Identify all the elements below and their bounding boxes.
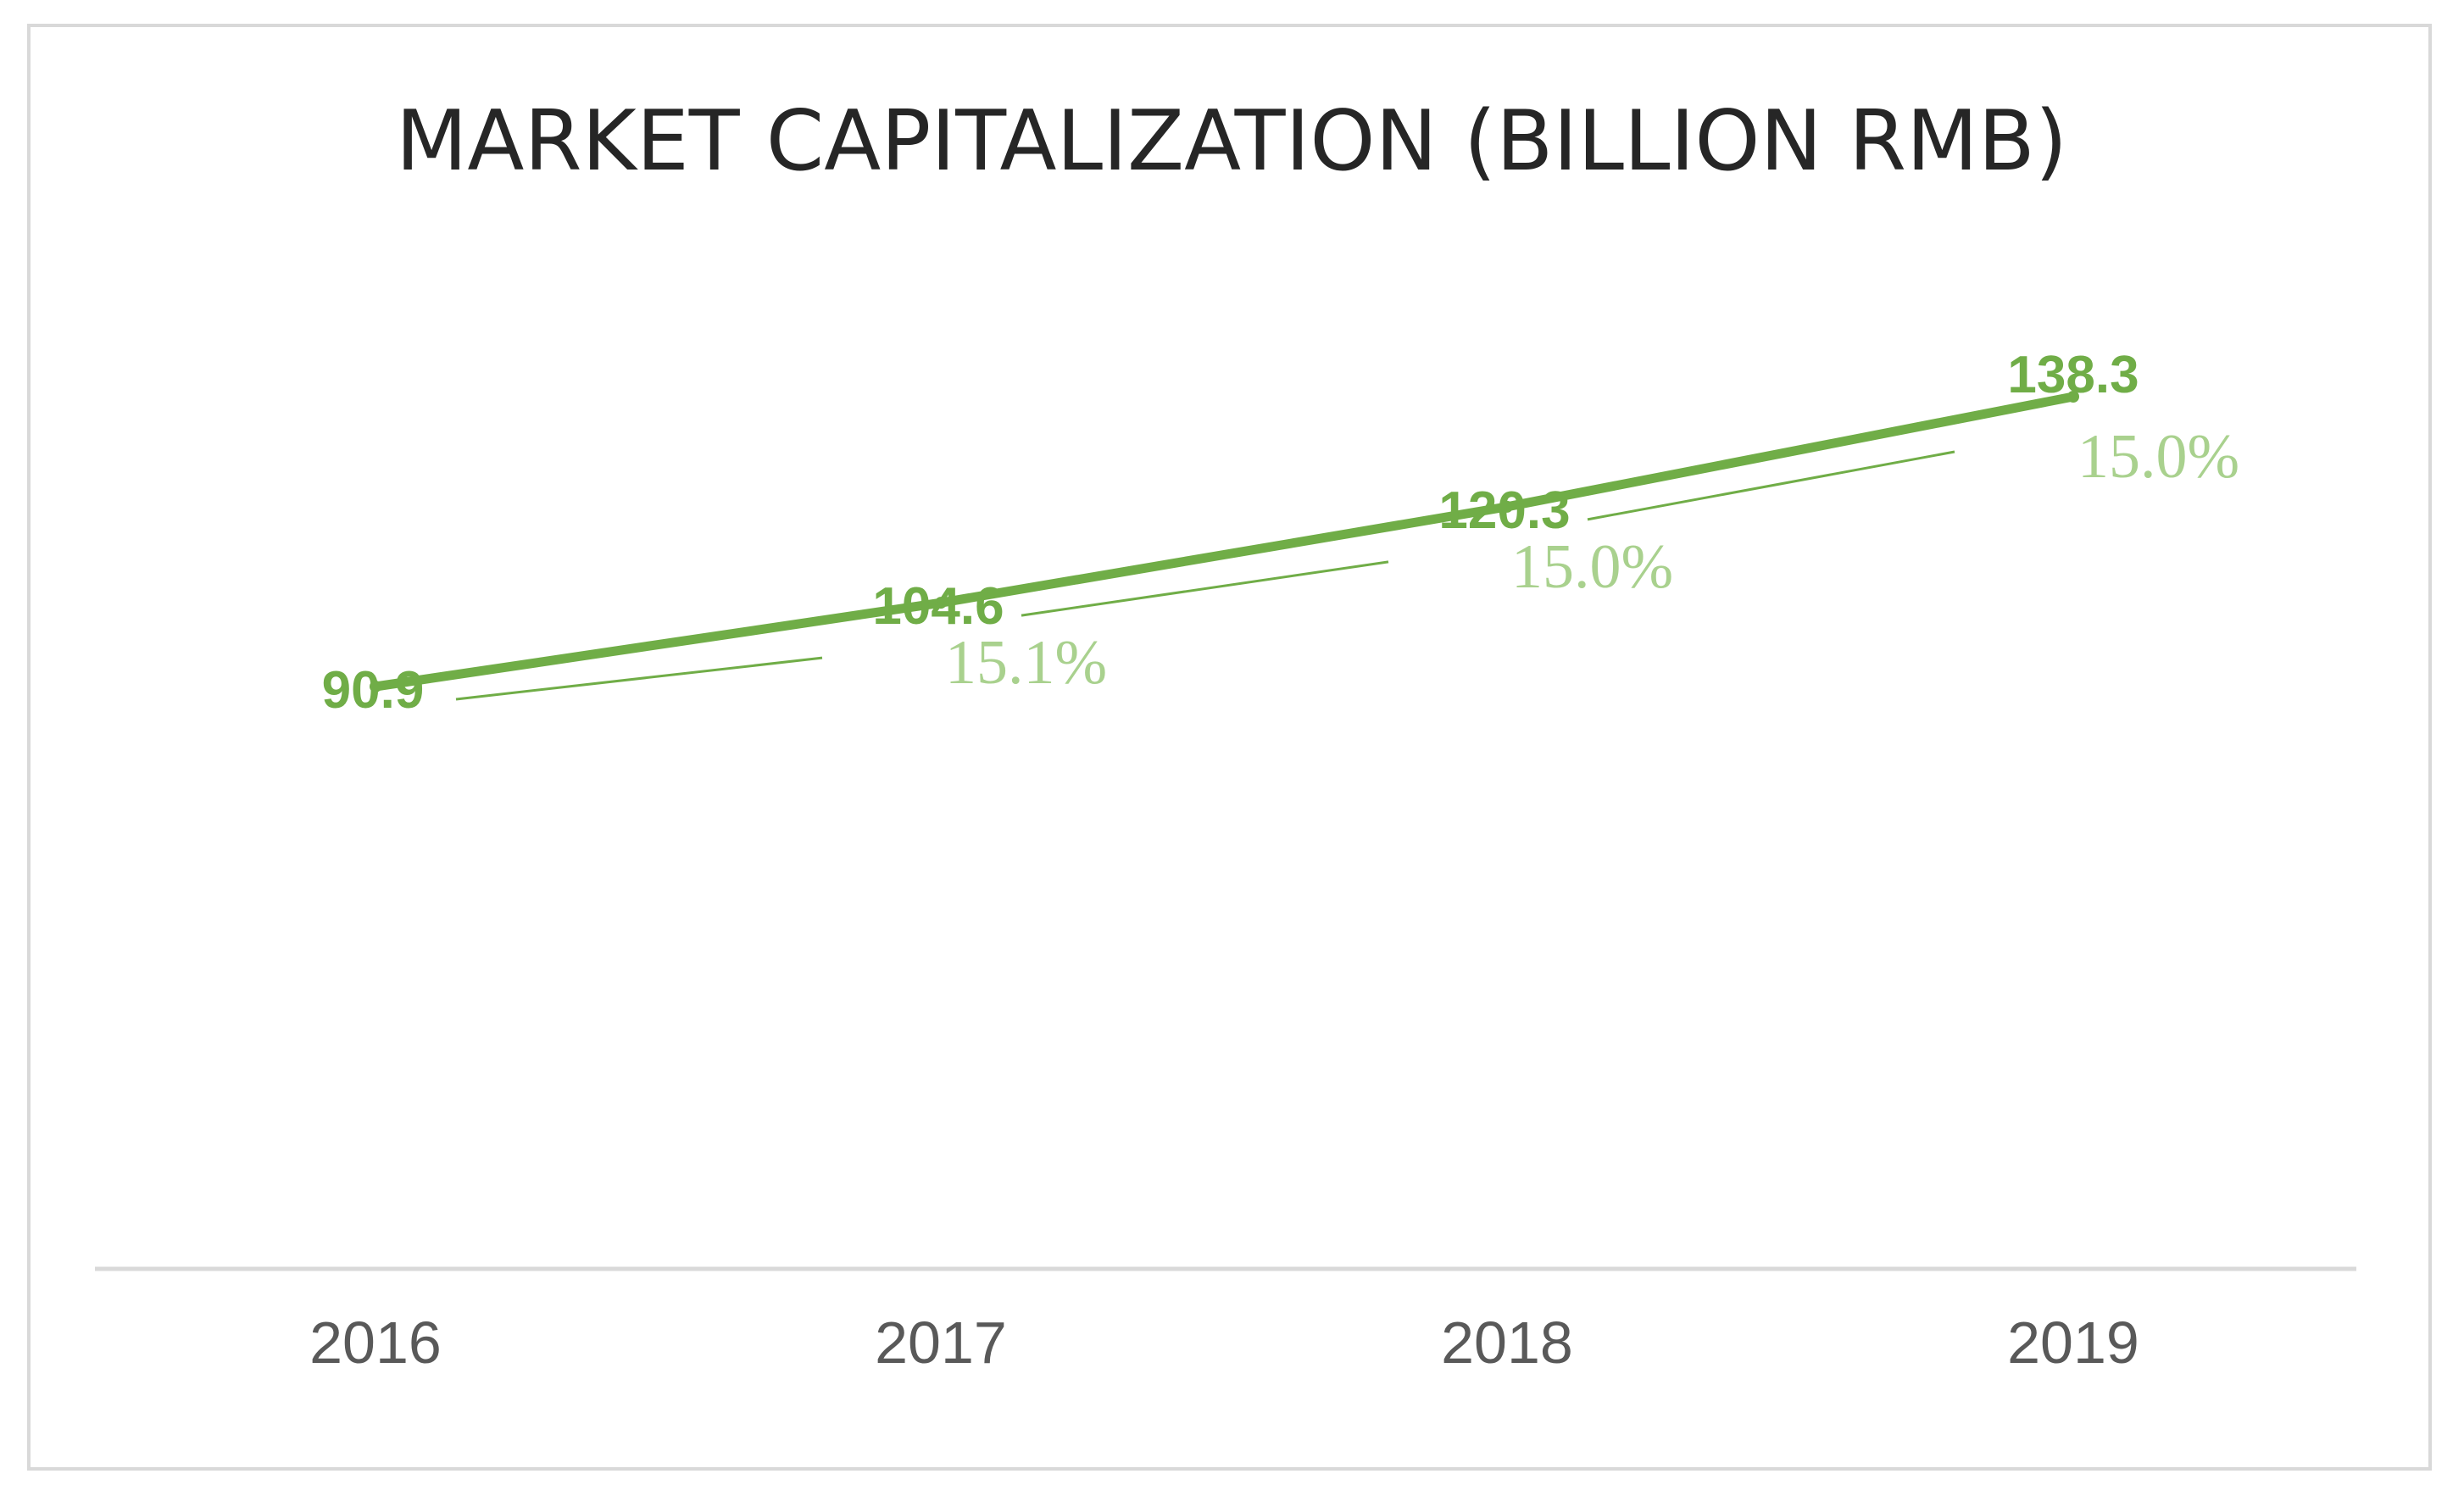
value-label-2019: 138.3	[2007, 346, 2139, 404]
value-label-2018: 120.3	[1438, 481, 1570, 540]
series-line-market-cap	[370, 392, 2078, 692]
data-labels: 90.9 104.6 120.3 138.3	[322, 346, 2139, 720]
growth-connector-1	[455, 656, 823, 701]
x-tick-label-2019: 2019	[2007, 1310, 2139, 1376]
data-point-2018	[1501, 500, 1513, 513]
growth-label-2: 15.0%	[1511, 532, 1673, 602]
value-label-2016: 90.9	[322, 661, 425, 720]
x-tick-label-2018: 2018	[1441, 1310, 1573, 1376]
growth-connector-3	[1587, 450, 1955, 521]
growth-label-1: 15.1%	[945, 628, 1107, 698]
chart-title: MARKET CAPITALIZATION (BILLION RMB)	[396, 93, 2067, 190]
chart-frame	[27, 24, 2432, 1471]
value-label-2017: 104.6	[872, 577, 1004, 636]
x-tick-label-2017: 2017	[875, 1310, 1007, 1376]
growth-label-3: 15.0%	[2077, 422, 2239, 492]
x-tick-label-2016: 2016	[309, 1310, 442, 1376]
data-point-2016	[370, 681, 381, 692]
x-axis-ticks: 2016 2017 2018 2019	[309, 1310, 2139, 1376]
data-point-2019	[2067, 391, 2079, 403]
series-line-group	[370, 391, 2079, 692]
growth-connector-2	[1021, 560, 1389, 617]
data-point-2017	[935, 597, 947, 609]
growth-annotations: 15.1% 15.0% 15.0%	[455, 422, 2239, 701]
